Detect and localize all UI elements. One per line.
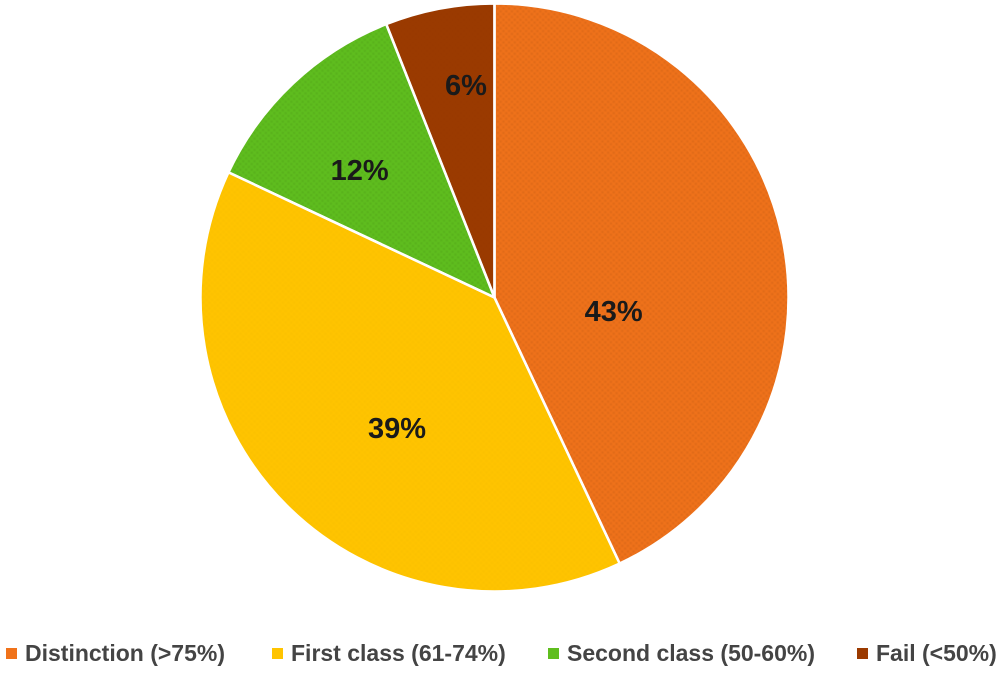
svg-text:12%: 12%	[331, 155, 389, 187]
svg-text:43%: 43%	[585, 296, 643, 328]
svg-text:39%: 39%	[368, 413, 426, 445]
svg-text:6%: 6%	[445, 70, 487, 102]
